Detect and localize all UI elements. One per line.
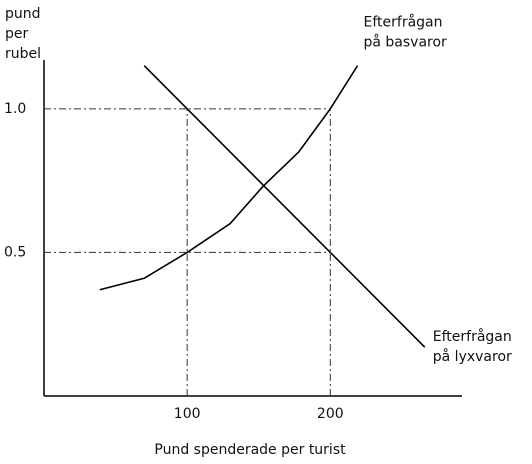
y-axis-label: per — [5, 26, 29, 42]
curve — [99, 65, 359, 291]
x-tick-label: 100 — [174, 406, 201, 422]
y-tick-label: 1.0 — [4, 101, 26, 117]
y-axis-label: rubel — [5, 46, 41, 62]
curve — [143, 65, 426, 348]
x-axis-label: Pund spenderade per turist — [154, 442, 346, 458]
label-line: på basvaror — [364, 34, 448, 51]
series-label: Efterfrågan på basvaror — [364, 14, 448, 51]
label-line: Efterfrågan — [433, 328, 512, 345]
y-tick-label: 0.5 — [4, 244, 26, 260]
y-axis-label: pund — [5, 6, 41, 22]
label-line: på lyxvaror — [433, 348, 512, 365]
x-tick-label: 200 — [317, 406, 344, 422]
label-line: Efterfrågan — [364, 14, 443, 31]
series-label: Efterfrågan på lyxvaror — [433, 328, 512, 365]
